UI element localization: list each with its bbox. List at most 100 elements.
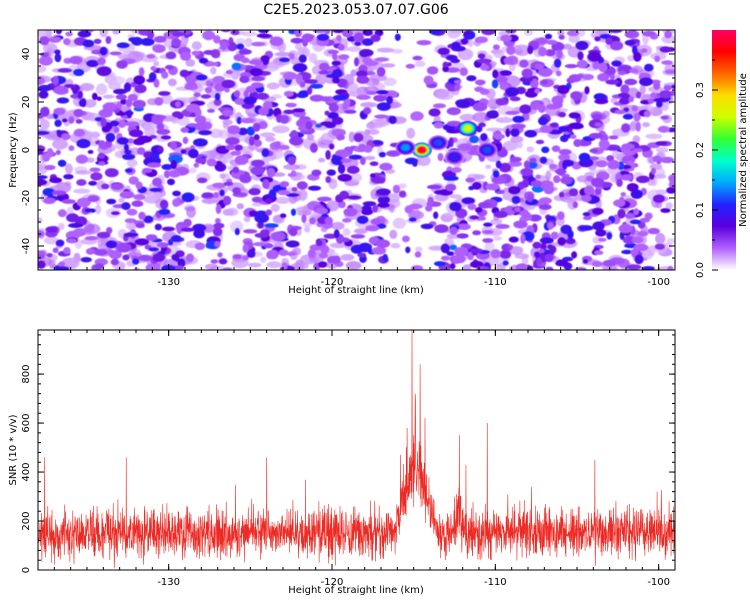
heatmap-noise-blob <box>109 120 120 127</box>
heatmap-noise-blob <box>84 208 95 213</box>
heatmap-noise-blob <box>433 122 444 129</box>
heatmap-noise-blob <box>332 52 338 61</box>
heatmap-noise-blob <box>55 149 61 156</box>
heatmap-noise-blob <box>362 201 377 207</box>
heatmap-noise-blob <box>120 98 127 105</box>
heatmap-noise-blob <box>634 254 644 265</box>
heatmap-noise-blob <box>227 41 237 52</box>
heatmap-background-speck <box>661 35 675 44</box>
heatmap-noise-blob <box>666 187 675 194</box>
heatmap-noise-blob <box>116 60 128 69</box>
heatmap-background-speck <box>366 123 383 129</box>
heatmap-noise-blob <box>260 55 270 63</box>
x-tick-label: -100 <box>647 577 670 588</box>
heatmap-noise-blob <box>336 237 350 243</box>
heatmap-noise-blob <box>326 169 336 176</box>
heatmap-noise-blob <box>446 129 462 134</box>
heatmap-noise-blob <box>534 251 540 258</box>
heatmap-noise-blob <box>85 248 95 255</box>
heatmap-noise-blob <box>474 36 488 44</box>
heatmap-noise-blob <box>57 209 67 218</box>
heatmap-noise-blob <box>663 85 672 91</box>
heatmap-noise-blob <box>91 92 98 101</box>
heatmap-noise-blob <box>68 223 84 228</box>
y-tick-label: 400 <box>21 462 32 481</box>
heatmap-noise-blob <box>53 85 69 95</box>
heatmap-noise-blob <box>565 237 576 245</box>
heatmap-noise-blob <box>354 41 362 46</box>
heatmap-background-speck <box>331 221 345 230</box>
heatmap-noise-blob <box>437 153 444 162</box>
heatmap-noise-blob <box>105 240 118 249</box>
heatmap-noise-blob <box>298 54 307 63</box>
heatmap-noise-blob <box>165 51 177 60</box>
heatmap-noise-blob <box>454 79 462 84</box>
heatmap-noise-blob <box>639 77 653 87</box>
heatmap-background-speck <box>391 49 404 54</box>
heatmap-noise-blob <box>318 70 330 75</box>
heatmap-noise-blob <box>449 201 462 212</box>
heatmap-background-speck <box>449 194 462 199</box>
heatmap-noise-blob <box>58 261 66 267</box>
heatmap-noise-blob <box>401 235 410 243</box>
x-tick-label: -110 <box>484 277 507 288</box>
heatmap-noise-blob <box>309 142 318 153</box>
heatmap-background-speck <box>161 94 173 105</box>
heatmap-noise-blob <box>575 40 589 51</box>
heatmap-noise-blob <box>539 156 548 164</box>
heatmap-background-speck <box>639 84 646 96</box>
heatmap-noise-blob <box>530 180 543 187</box>
heatmap-noise-blob <box>113 88 128 95</box>
heatmap-noise-blob <box>251 196 263 203</box>
heatmap-noise-blob <box>291 187 298 192</box>
heatmap-noise-blob <box>456 233 469 239</box>
heatmap-noise-blob <box>194 115 207 124</box>
page-title: C2E5.2023.053.07.07.G06 <box>263 2 448 18</box>
heatmap-noise-blob <box>248 59 263 65</box>
heatmap-noise-blob <box>110 258 120 266</box>
heatmap-noise-blob <box>442 65 450 73</box>
heatmap-noise-blob <box>440 243 450 254</box>
heatmap-noise-blob <box>440 255 451 261</box>
heatmap-noise-blob <box>151 114 167 121</box>
heatmap-noise-blob <box>304 79 318 84</box>
heatmap-noise-blob <box>123 143 130 151</box>
heatmap-background-speck <box>244 37 253 48</box>
heatmap-noise-blob <box>289 52 295 60</box>
heatmap-noise-blob <box>593 93 607 101</box>
heatmap-background-speck <box>561 197 576 203</box>
heatmap-background-speck <box>656 147 669 153</box>
heatmap-background-speck <box>283 164 300 170</box>
heatmap-noise-blob <box>566 30 580 37</box>
heatmap-noise-blob <box>377 202 390 208</box>
heatmap-noise-blob <box>224 88 230 93</box>
heatmap-noise-blob <box>269 36 284 47</box>
heatmap-noise-blob <box>317 261 328 268</box>
heatmap-noise-blob <box>96 231 111 239</box>
heatmap-noise-blob <box>113 126 120 133</box>
heatmap-noise-blob <box>158 208 171 216</box>
heatmap-noise-blob <box>651 167 656 175</box>
heatmap-noise-blob <box>527 193 534 203</box>
heatmap-noise-blob <box>654 55 661 63</box>
heatmap-noise-blob <box>423 75 434 85</box>
heatmap-noise-blob <box>472 230 481 236</box>
heatmap-noise-blob <box>451 167 462 173</box>
heatmap-background-speck <box>642 122 650 128</box>
heatmap-noise-blob <box>220 30 232 33</box>
heatmap-noise-blob <box>521 179 530 188</box>
heatmap-noise-blob <box>664 30 672 39</box>
heatmap-background-speck <box>501 116 510 124</box>
heatmap-noise-blob <box>185 253 195 263</box>
heatmap-noise-blob <box>214 92 221 101</box>
heatmap-noise-blob <box>240 57 250 64</box>
heatmap-noise-blob <box>176 224 182 235</box>
heatmap-noise-blob <box>97 57 106 65</box>
heatmap-noise-blob <box>63 174 74 180</box>
heatmap-noise-blob <box>318 62 330 72</box>
heatmap-noise-blob <box>535 174 541 180</box>
heatmap-noise-blob <box>454 246 469 257</box>
heatmap-noise-blob <box>372 140 383 145</box>
heatmap-y-axis: -40 -20 0 20 40 <box>21 29 675 271</box>
heatmap-noise-blob <box>73 108 84 118</box>
